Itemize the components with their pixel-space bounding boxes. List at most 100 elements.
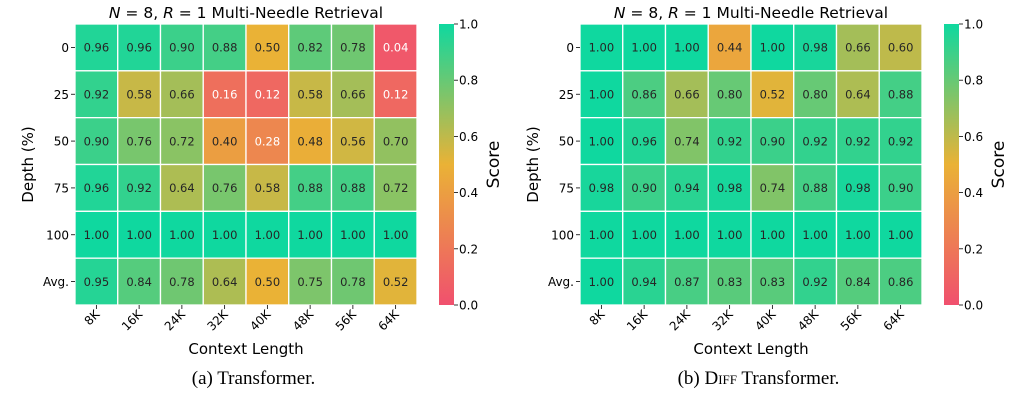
heatmap-cell [373,23,418,72]
cell-value-label: 0.16 [212,88,238,102]
cell-value-label: 1.00 [888,228,914,242]
cell-value-label: 0.56 [340,134,366,148]
heatmap-cell [664,257,709,306]
heatmap-cell [835,23,880,72]
cell-value-label: 0.76 [212,181,238,195]
colorbar-tick-label: 0.2 [459,242,478,256]
cell-value-label: 0.52 [760,88,786,102]
heatmap-cell [117,23,162,72]
cell-value-label: 0.52 [383,275,409,289]
caption-smallcaps: Diff [704,368,737,389]
cell-value-label: 0.92 [845,134,871,148]
y-tick-label: 25 [559,88,574,102]
cell-value-label: 0.64 [845,88,871,102]
heatmap-cell [288,70,333,119]
heatmap-cell [835,163,880,212]
colorbar-tick-label: 0.2 [964,242,983,256]
cell-value-label: 0.92 [802,275,828,289]
cell-value-label: 0.12 [255,88,281,102]
heatmap-cell [245,210,290,259]
cell-value-label: 0.58 [126,88,152,102]
cell-value-label: 0.28 [255,134,281,148]
x-tick-label: 32K [204,306,231,333]
cell-value-label: 0.92 [84,88,110,102]
cell-value-label: 1.00 [802,228,828,242]
cell-value-label: 0.58 [297,88,323,102]
heatmap-cell [835,70,880,119]
cell-value-label: 0.84 [845,275,871,289]
cell-value-label: 0.48 [297,134,323,148]
cell-value-label: 0.66 [845,41,871,55]
cell-value-label: 1.00 [631,41,657,55]
heatmap-cell [117,257,162,306]
y-tick-label: 0 [566,41,574,55]
cell-value-label: 1.00 [717,228,743,242]
cell-value-label: 0.78 [340,275,366,289]
heatmap-cell [330,117,375,166]
title-r-val: = 1 Multi-Needle Retrieval [174,4,383,22]
x-tick-label: 64K [880,306,907,333]
cell-value-label: 1.00 [589,134,615,148]
heatmap-cells: 1.00 1.00 1.00 0.44 1.00 0.98 0.66 0.60 1.00 0.86… [579,23,923,306]
x-tick-label: 24K [667,306,694,333]
heatmap-cell [750,257,795,306]
heatmap-cell [117,70,162,119]
heatmap-cell [373,257,418,306]
x-tick-label: 8K [587,306,609,328]
heatmap-cell [622,257,667,306]
cell-value-label: 0.90 [169,41,195,55]
cell-value-label: 0.12 [383,88,409,102]
caption-suffix: Transformer. [737,368,840,389]
colorbar-tick-label: 0.8 [459,74,478,88]
cell-value-label: 0.90 [84,134,110,148]
x-tick-label: 16K [624,306,651,333]
heatmap-cell [707,163,752,212]
heatmap-cell [878,70,923,119]
heatmap-cell [117,117,162,166]
heatmap-cell [579,117,624,166]
colorbar-label: Score [989,141,1009,189]
heatmap-cell [245,117,290,166]
title-n-var: N [614,4,626,22]
cell-value-label: 0.78 [340,41,366,55]
caption-diff-transformer: (b) Diff Transformer. [505,368,1012,390]
heatmap-cells: 0.96 0.96 0.90 0.88 0.50 0.82 0.78 0.04 0.92 0.58… [74,23,418,306]
heatmap-cell [202,163,247,212]
cell-value-label: 1.00 [589,275,615,289]
cell-value-label: 0.96 [126,41,152,55]
cell-value-label: 1.00 [631,228,657,242]
heatmap-cell [330,163,375,212]
heatmap-cell [579,210,624,259]
heatmap-cell [750,23,795,72]
colorbar-tick-label: 0.6 [964,130,983,144]
x-tick-label: 48K [290,306,317,333]
cell-value-label: 0.88 [340,181,366,195]
cell-value-label: 0.90 [631,181,657,195]
cell-value-label: 0.88 [888,88,914,102]
cell-value-label: 0.80 [802,88,828,102]
cell-value-label: 0.60 [888,41,914,55]
cell-value-label: 0.92 [888,134,914,148]
cell-value-label: 0.84 [126,275,152,289]
cell-value-label: 0.83 [717,275,743,289]
cell-value-label: 0.86 [888,275,914,289]
heatmap-cell [288,257,333,306]
heatmap-cell [664,117,709,166]
panel-diff-transformer: N = 8, R = 1 Multi-Needle Retrieval 1.00 1… [505,0,1012,403]
cell-value-label: 0.88 [297,181,323,195]
colorbar-tick-label: 0.6 [459,130,478,144]
x-tick-label: 40K [752,306,779,333]
cell-value-label: 1.00 [126,228,152,242]
heatmap-cell [373,117,418,166]
cell-value-label: 0.76 [126,134,152,148]
heatmap-cell [622,70,667,119]
cell-value-label: 0.66 [340,88,366,102]
heatmap-cell [793,163,838,212]
heatmap-cell [878,23,923,72]
heatmap-cell [202,117,247,166]
cell-value-label: 0.64 [212,275,238,289]
cell-value-label: 0.83 [760,275,786,289]
cell-value-label: 0.90 [760,134,786,148]
heatmap-cell [330,257,375,306]
colorbar-tick-label: 0.4 [459,186,478,200]
